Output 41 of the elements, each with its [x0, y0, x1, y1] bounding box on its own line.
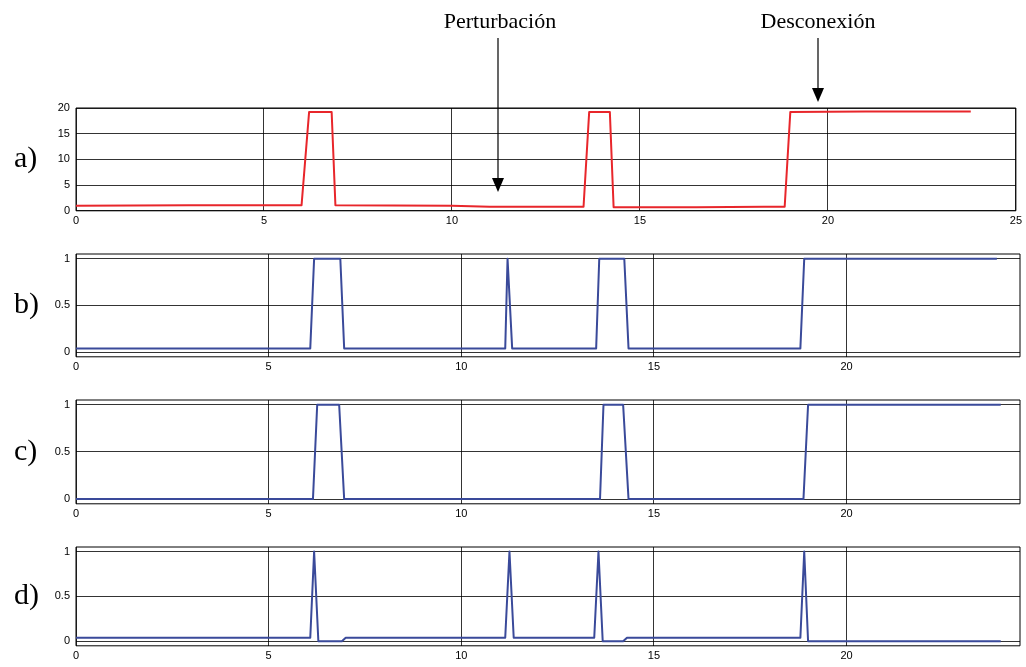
- x-tick-label: 15: [647, 360, 661, 373]
- x-tick-label: 15: [647, 649, 661, 662]
- y-tick-label: 0: [63, 634, 70, 647]
- y-tick-label: 1: [63, 544, 70, 557]
- x-tick-label: 10: [455, 360, 468, 373]
- y-tick-label: 20: [57, 101, 70, 114]
- text: b): [14, 286, 39, 321]
- x-tick-label: 20: [840, 507, 853, 520]
- y-tick-label: 0: [63, 203, 70, 216]
- text: a): [14, 140, 38, 175]
- y-tick-label: 1: [63, 251, 70, 264]
- x-tick-label: 10: [455, 649, 468, 662]
- text: c): [14, 432, 38, 467]
- y-tick-label: 5: [63, 178, 70, 191]
- y-tick-label: 0.5: [54, 298, 70, 311]
- text: Perturbación: [443, 8, 557, 33]
- x-tick-label: 0: [72, 649, 80, 662]
- x-tick-label: 15: [647, 507, 661, 520]
- x-tick-label: 20: [821, 214, 835, 227]
- x-tick-label: 10: [445, 214, 459, 227]
- x-tick-label: 0: [72, 360, 80, 373]
- x-tick-label: 5: [260, 214, 268, 227]
- y-tick-label: 1: [63, 397, 70, 410]
- x-tick-label: 0: [72, 214, 80, 227]
- y-tick-label: 0: [63, 492, 70, 505]
- x-tick-label: 10: [455, 507, 468, 520]
- text: Desconexión: [760, 8, 876, 33]
- x-tick-label: 15: [633, 214, 647, 227]
- text: d): [14, 577, 39, 612]
- x-tick-label: 5: [265, 507, 272, 520]
- x-tick-label: 20: [840, 649, 853, 662]
- x-tick-label: 20: [840, 360, 853, 373]
- x-tick-label: 5: [265, 360, 272, 373]
- y-tick-label: 0.5: [54, 589, 70, 602]
- x-tick-label: 25: [1009, 214, 1023, 227]
- y-tick-label: 0: [63, 345, 70, 358]
- x-tick-label: 5: [265, 649, 272, 662]
- y-tick-label: 0.5: [54, 444, 70, 457]
- y-tick-label: 15: [57, 126, 70, 139]
- x-tick-label: 0: [72, 507, 80, 520]
- y-tick-label: 10: [57, 152, 70, 165]
